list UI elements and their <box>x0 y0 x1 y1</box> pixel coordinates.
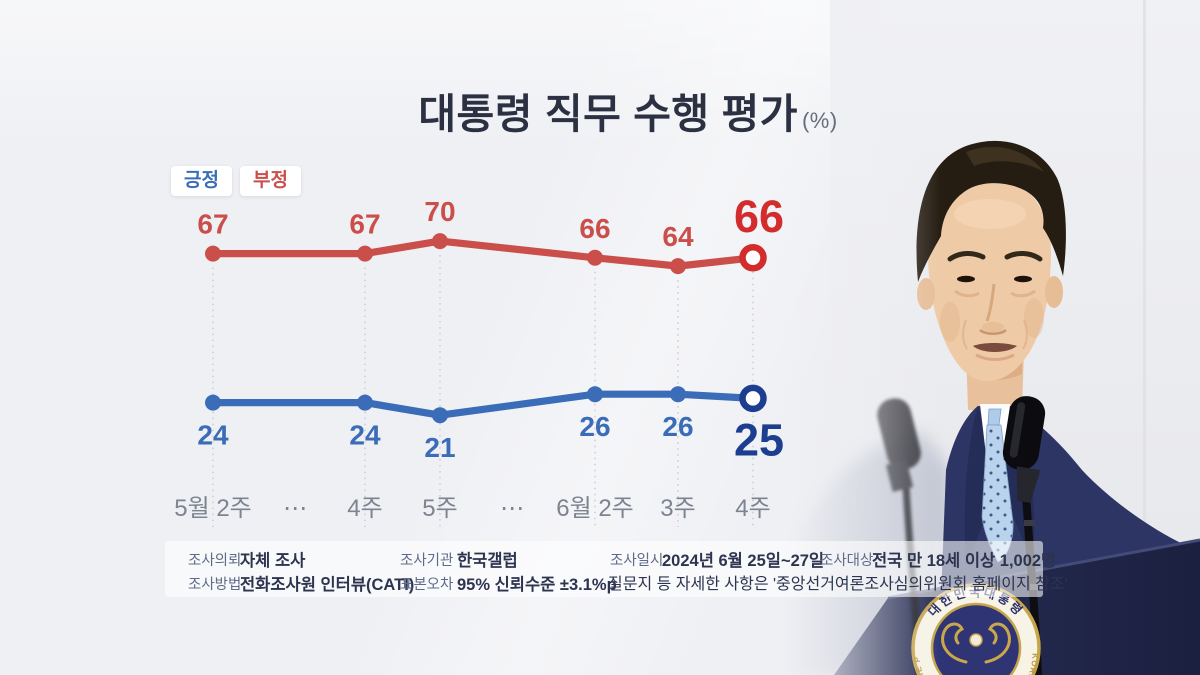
eyebrow-right <box>1004 251 1043 262</box>
negative-point-label: 67 <box>197 209 228 240</box>
ear-right <box>1045 276 1063 308</box>
negative-point <box>432 233 448 250</box>
x-axis-label: 6월 2주 <box>556 495 634 522</box>
x-axis-label: 5월 2주 <box>174 495 252 522</box>
survey-field-value: 한국갤럽 <box>457 552 518 570</box>
tie-knot <box>987 408 1002 426</box>
negative-point <box>670 258 686 275</box>
nose <box>985 283 996 322</box>
cheek-shade-right <box>1024 298 1044 338</box>
positive-point <box>432 407 448 424</box>
survey-field-value: 95% 신뢰수준 ±3.1%p <box>457 576 617 594</box>
background-edge <box>1143 0 1146 560</box>
positive-final-point <box>739 384 767 413</box>
nostrils <box>979 328 1007 335</box>
eye-left <box>957 275 975 283</box>
negative-point-label: 66 <box>579 213 610 244</box>
positive-point-label: 24 <box>349 420 381 451</box>
collar-right <box>997 404 1010 432</box>
negative-point-label: 67 <box>349 209 380 240</box>
forehead-highlight <box>954 199 1026 229</box>
lower-lip <box>975 353 1015 361</box>
survey-field-value: 전화조사원 인터뷰(CATI) <box>240 576 415 594</box>
survey-field-label: 조사일시 <box>610 553 664 569</box>
x-axis-label: 5주 <box>422 495 457 522</box>
x-axis-label: ⋯ <box>500 495 524 522</box>
unit-label: (%) <box>801 108 838 133</box>
hair <box>916 140 1066 282</box>
negative-point <box>587 249 603 266</box>
survey-note: 질문지 등 자세한 사항은 '중앙선거여론조사심의위원회 홈페이지 참조' <box>608 576 1068 593</box>
negative-final-point <box>739 244 767 272</box>
smile-line-right <box>1022 319 1028 350</box>
eyebag-left <box>954 289 980 298</box>
x-axis-label: 3주 <box>660 495 695 522</box>
survey-field-label: 표본오차 <box>400 577 454 593</box>
negative-point <box>357 245 373 262</box>
page-title: 대통령 직무 수행 평가 (%) <box>56 80 1200 140</box>
survey-info-bar: 조사의뢰 자체 조사 조사기관 한국갤럽 조사일시 2024년 6월 25일~2… <box>165 541 1068 597</box>
x-axis-label: ⋯ <box>283 495 307 522</box>
face <box>928 176 1052 381</box>
eyebrow-left <box>947 251 986 262</box>
mouth <box>973 343 1017 352</box>
hair-shine <box>966 146 1044 172</box>
positive-point <box>205 394 221 411</box>
collar-left <box>980 404 993 432</box>
positive-point <box>587 386 603 403</box>
positive-point-label: 26 <box>662 411 693 442</box>
nose-shadow <box>982 322 1004 332</box>
positive-point-label: 21 <box>424 432 455 463</box>
legend-negative: 부정 <box>239 166 301 196</box>
negative-point-label: 70 <box>424 196 455 227</box>
survey-field-value: 2024년 6월 25일~27일 <box>662 552 825 570</box>
negative-point <box>205 245 221 262</box>
survey-field-label: 조사방법 <box>188 577 242 593</box>
positive-point <box>357 394 373 411</box>
survey-field-value: 전국 만 18세 이상 1,002명 <box>872 552 1057 570</box>
eyebag-right <box>1010 289 1036 298</box>
x-axis-label: 4주 <box>347 495 382 522</box>
negative-line <box>209 237 757 270</box>
positive-point <box>670 386 686 403</box>
survey-field-label: 조사대상 <box>820 553 874 569</box>
chart-legend: 긍정 부정 <box>171 166 301 196</box>
positive-point-label: 24 <box>197 420 229 451</box>
x-axis-label: 4주 <box>735 495 770 522</box>
survey-field-value: 자체 조사 <box>240 552 306 570</box>
positive-line <box>209 390 757 419</box>
survey-field-label: 조사기관 <box>400 553 454 569</box>
negative-point-label: 64 <box>662 221 694 252</box>
positive-point-label: 26 <box>579 411 610 442</box>
smile-line-left <box>962 319 968 350</box>
suit-lapel-left <box>964 406 999 565</box>
legend-positive: 긍정 <box>171 166 232 196</box>
eye-right <box>1014 275 1032 283</box>
survey-field-label: 조사의뢰 <box>188 553 242 569</box>
title-text: 대통령 직무 수행 평가 <box>418 91 798 137</box>
seal-flower <box>969 633 983 647</box>
